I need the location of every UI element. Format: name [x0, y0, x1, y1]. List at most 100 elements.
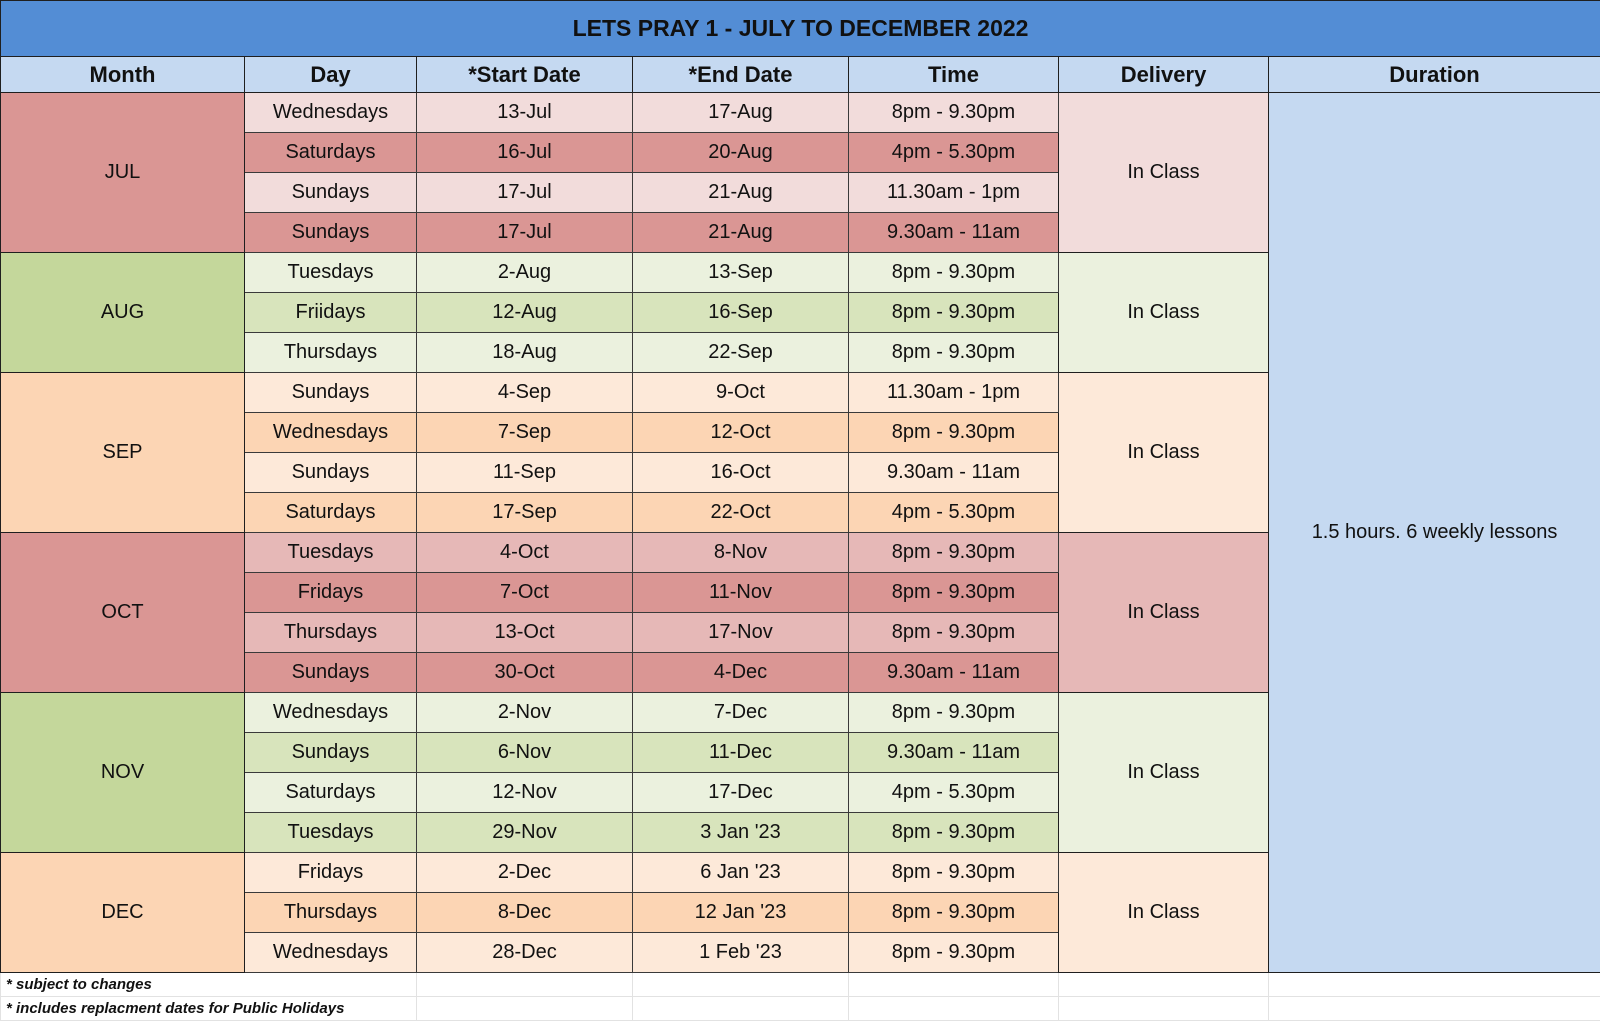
day-cell[interactable]: Sundays	[245, 733, 417, 773]
delivery-cell[interactable]: In Class	[1059, 693, 1269, 853]
end-date-cell[interactable]: 6 Jan '23	[633, 853, 849, 893]
start-date-cell[interactable]: 2-Dec	[417, 853, 633, 893]
time-cell[interactable]: 11.30am - 1pm	[849, 173, 1059, 213]
month-cell[interactable]: OCT	[1, 533, 245, 693]
day-cell[interactable]: Tuesdays	[245, 533, 417, 573]
month-cell[interactable]: JUL	[1, 93, 245, 253]
day-cell[interactable]: Tuesdays	[245, 253, 417, 293]
month-cell[interactable]: SEP	[1, 373, 245, 533]
end-date-cell[interactable]: 22-Sep	[633, 333, 849, 373]
day-cell[interactable]: Thursdays	[245, 613, 417, 653]
day-cell[interactable]: Sundays	[245, 373, 417, 413]
month-cell[interactable]: DEC	[1, 853, 245, 973]
footnote[interactable]: * includes replacment dates for Public H…	[1, 997, 417, 1021]
day-cell[interactable]: Wednesdays	[245, 693, 417, 733]
time-cell[interactable]: 9.30am - 11am	[849, 653, 1059, 693]
time-cell[interactable]: 8pm - 9.30pm	[849, 293, 1059, 333]
start-date-cell[interactable]: 4-Oct	[417, 533, 633, 573]
month-cell[interactable]: AUG	[1, 253, 245, 373]
empty-cell[interactable]	[417, 997, 633, 1021]
delivery-cell[interactable]: In Class	[1059, 853, 1269, 973]
end-date-cell[interactable]: 12-Oct	[633, 413, 849, 453]
start-date-cell[interactable]: 17-Jul	[417, 173, 633, 213]
delivery-cell[interactable]: In Class	[1059, 373, 1269, 533]
end-date-cell[interactable]: 8-Nov	[633, 533, 849, 573]
empty-cell[interactable]	[1269, 973, 1600, 997]
day-cell[interactable]: Wednesdays	[245, 93, 417, 133]
start-date-cell[interactable]: 4-Sep	[417, 373, 633, 413]
end-date-cell[interactable]: 16-Sep	[633, 293, 849, 333]
start-date-cell[interactable]: 12-Nov	[417, 773, 633, 813]
end-date-cell[interactable]: 22-Oct	[633, 493, 849, 533]
header-start-date[interactable]: *Start Date	[417, 57, 633, 93]
time-cell[interactable]: 8pm - 9.30pm	[849, 893, 1059, 933]
header-delivery[interactable]: Delivery	[1059, 57, 1269, 93]
day-cell[interactable]: Sundays	[245, 213, 417, 253]
time-cell[interactable]: 8pm - 9.30pm	[849, 933, 1059, 973]
empty-cell[interactable]	[633, 997, 849, 1021]
start-date-cell[interactable]: 17-Jul	[417, 213, 633, 253]
time-cell[interactable]: 8pm - 9.30pm	[849, 93, 1059, 133]
empty-cell[interactable]	[417, 973, 633, 997]
start-date-cell[interactable]: 29-Nov	[417, 813, 633, 853]
day-cell[interactable]: Fridays	[245, 853, 417, 893]
sheet-title[interactable]: LETS PRAY 1 - JULY TO DECEMBER 2022	[1, 1, 1600, 57]
end-date-cell[interactable]: 11-Nov	[633, 573, 849, 613]
day-cell[interactable]: Friidays	[245, 293, 417, 333]
end-date-cell[interactable]: 17-Dec	[633, 773, 849, 813]
end-date-cell[interactable]: 4-Dec	[633, 653, 849, 693]
time-cell[interactable]: 4pm - 5.30pm	[849, 773, 1059, 813]
day-cell[interactable]: Sundays	[245, 173, 417, 213]
end-date-cell[interactable]: 12 Jan '23	[633, 893, 849, 933]
header-duration[interactable]: Duration	[1269, 57, 1600, 93]
time-cell[interactable]: 9.30am - 11am	[849, 733, 1059, 773]
empty-cell[interactable]	[1059, 973, 1269, 997]
start-date-cell[interactable]: 8-Dec	[417, 893, 633, 933]
time-cell[interactable]: 8pm - 9.30pm	[849, 813, 1059, 853]
day-cell[interactable]: Saturdays	[245, 133, 417, 173]
time-cell[interactable]: 8pm - 9.30pm	[849, 533, 1059, 573]
header-time[interactable]: Time	[849, 57, 1059, 93]
duration-cell[interactable]: 1.5 hours. 6 weekly lessons	[1269, 93, 1600, 973]
end-date-cell[interactable]: 11-Dec	[633, 733, 849, 773]
end-date-cell[interactable]: 21-Aug	[633, 173, 849, 213]
end-date-cell[interactable]: 3 Jan '23	[633, 813, 849, 853]
time-cell[interactable]: 8pm - 9.30pm	[849, 413, 1059, 453]
start-date-cell[interactable]: 6-Nov	[417, 733, 633, 773]
footnote[interactable]: * subject to changes	[1, 973, 417, 997]
day-cell[interactable]: Fridays	[245, 573, 417, 613]
end-date-cell[interactable]: 17-Aug	[633, 93, 849, 133]
end-date-cell[interactable]: 7-Dec	[633, 693, 849, 733]
time-cell[interactable]: 8pm - 9.30pm	[849, 333, 1059, 373]
end-date-cell[interactable]: 13-Sep	[633, 253, 849, 293]
start-date-cell[interactable]: 12-Aug	[417, 293, 633, 333]
start-date-cell[interactable]: 7-Sep	[417, 413, 633, 453]
start-date-cell[interactable]: 30-Oct	[417, 653, 633, 693]
delivery-cell[interactable]: In Class	[1059, 93, 1269, 253]
start-date-cell[interactable]: 17-Sep	[417, 493, 633, 533]
header-day[interactable]: Day	[245, 57, 417, 93]
header-end-date[interactable]: *End Date	[633, 57, 849, 93]
empty-cell[interactable]	[849, 973, 1059, 997]
empty-cell[interactable]	[1059, 997, 1269, 1021]
delivery-cell[interactable]: In Class	[1059, 533, 1269, 693]
empty-cell[interactable]	[1269, 997, 1600, 1021]
start-date-cell[interactable]: 28-Dec	[417, 933, 633, 973]
day-cell[interactable]: Tuesdays	[245, 813, 417, 853]
time-cell[interactable]: 8pm - 9.30pm	[849, 693, 1059, 733]
time-cell[interactable]: 9.30am - 11am	[849, 453, 1059, 493]
day-cell[interactable]: Saturdays	[245, 493, 417, 533]
day-cell[interactable]: Wednesdays	[245, 413, 417, 453]
day-cell[interactable]: Saturdays	[245, 773, 417, 813]
time-cell[interactable]: 8pm - 9.30pm	[849, 853, 1059, 893]
time-cell[interactable]: 4pm - 5.30pm	[849, 133, 1059, 173]
day-cell[interactable]: Thursdays	[245, 333, 417, 373]
time-cell[interactable]: 9.30am - 11am	[849, 213, 1059, 253]
time-cell[interactable]: 8pm - 9.30pm	[849, 613, 1059, 653]
end-date-cell[interactable]: 16-Oct	[633, 453, 849, 493]
day-cell[interactable]: Sundays	[245, 653, 417, 693]
end-date-cell[interactable]: 17-Nov	[633, 613, 849, 653]
end-date-cell[interactable]: 20-Aug	[633, 133, 849, 173]
end-date-cell[interactable]: 9-Oct	[633, 373, 849, 413]
time-cell[interactable]: 8pm - 9.30pm	[849, 573, 1059, 613]
